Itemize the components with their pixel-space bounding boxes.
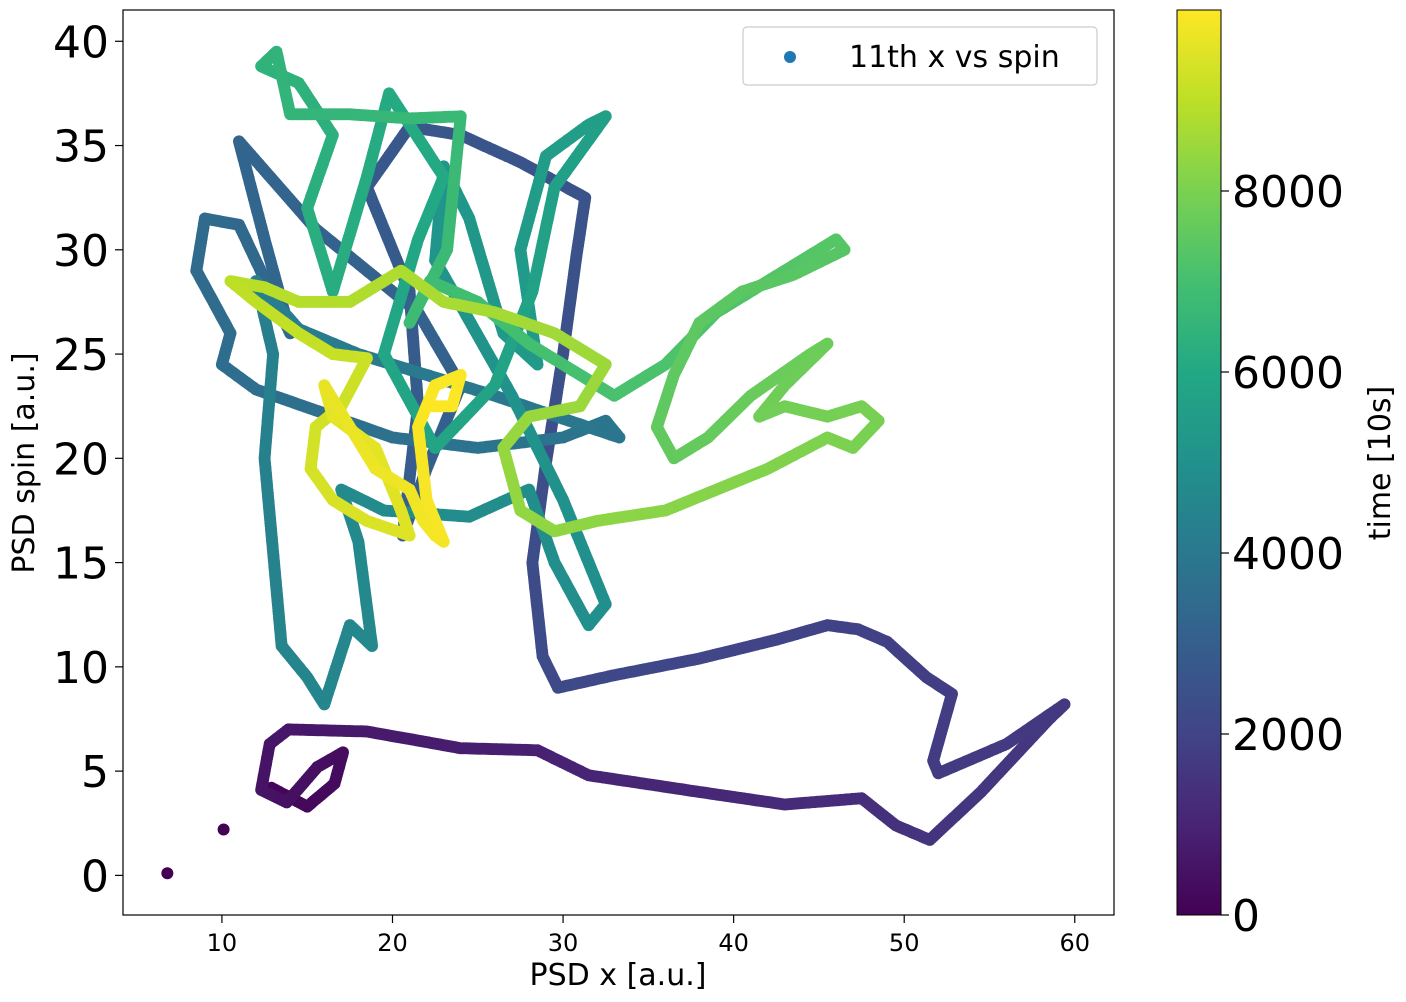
y-tick-label: 25 (53, 330, 109, 381)
colorbar-tick-label: 6000 (1232, 348, 1344, 399)
x-tick-label: 60 (1059, 929, 1090, 957)
colorbar-tick-label: 4000 (1232, 529, 1344, 580)
colorbar-label: time [10s] (1363, 386, 1398, 541)
colorbar-gradient (1176, 9, 1222, 916)
y-tick-label: 35 (53, 122, 109, 173)
y-tick-label: 40 (53, 17, 109, 68)
y-axis: 0 5 10 15 20 25 30 35 40 (53, 17, 123, 902)
y-tick-label: 5 (81, 747, 109, 798)
x-axis: 10 20 30 40 50 60 (207, 915, 1090, 957)
y-tick-label: 0 (81, 851, 109, 902)
x-tick-label: 10 (207, 929, 238, 957)
scatter-point (420, 400, 433, 413)
legend-label: 11th x vs spin (849, 40, 1060, 75)
x-axis-label: PSD x [a.u.] (530, 958, 707, 993)
x-tick-label: 20 (377, 929, 408, 957)
colorbar-ticks: 0 2000 4000 6000 8000 (1221, 167, 1344, 942)
scatter-point (217, 823, 230, 836)
x-tick-label: 40 (718, 929, 749, 957)
y-axis-label: PSD spin [a.u.] (7, 352, 42, 573)
y-tick-label: 15 (53, 539, 109, 590)
y-tick-label: 30 (53, 226, 109, 277)
colorbar: 0 2000 4000 6000 8000 time [10s] (1176, 9, 1398, 942)
colorbar-tick-label: 0 (1232, 891, 1260, 942)
legend: 11th x vs spin (742, 26, 1098, 86)
colorbar-tick-label: 8000 (1232, 167, 1344, 218)
scatter-point (161, 867, 174, 880)
legend-marker (784, 51, 796, 63)
y-tick-label: 10 (53, 643, 109, 694)
y-tick-label: 20 (53, 434, 109, 485)
x-tick-label: 50 (889, 929, 920, 957)
scatter-points (161, 45, 1071, 880)
colorbar-tick-label: 2000 (1232, 710, 1344, 761)
x-tick-label: 30 (548, 929, 579, 957)
